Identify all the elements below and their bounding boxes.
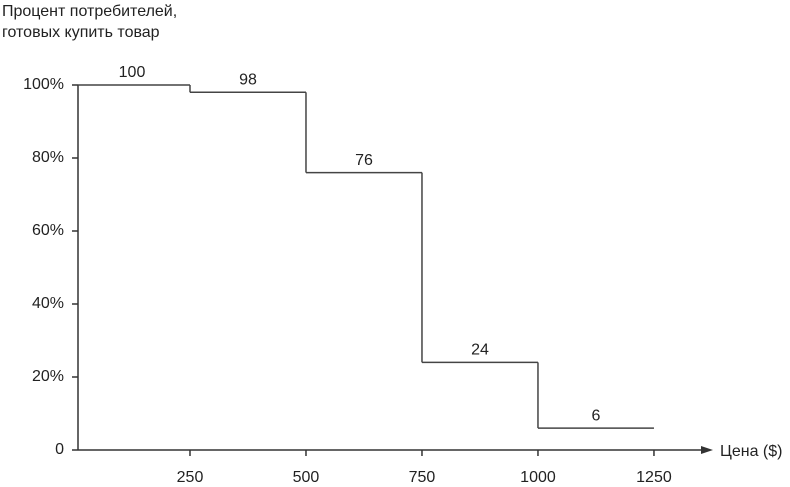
x-axis-arrow bbox=[701, 446, 713, 454]
x-tick-label: 1250 bbox=[636, 469, 672, 486]
x-tick-label: 1000 bbox=[520, 469, 556, 486]
x-tick-label: 750 bbox=[409, 469, 436, 486]
y-tick-label: 80% bbox=[32, 149, 64, 166]
y-tick-label: 40% bbox=[32, 295, 64, 312]
data-label: 100 bbox=[119, 64, 146, 81]
x-axis-label: Цена ($) bbox=[720, 443, 782, 460]
y-tick-label: 100% bbox=[23, 76, 64, 93]
y-tick-label: 20% bbox=[32, 368, 64, 385]
data-label: 24 bbox=[471, 342, 489, 359]
y-tick-label: 60% bbox=[32, 222, 64, 239]
y-axis-label: Процент потребителей, bbox=[2, 3, 177, 20]
data-label: 98 bbox=[239, 72, 257, 89]
data-label: 76 bbox=[355, 152, 373, 169]
y-tick-label: 0 bbox=[55, 441, 64, 458]
x-tick-label: 500 bbox=[293, 469, 320, 486]
y-axis-label: готовых купить товар bbox=[2, 24, 160, 41]
x-tick-label: 250 bbox=[177, 469, 204, 486]
data-label: 6 bbox=[592, 407, 601, 424]
